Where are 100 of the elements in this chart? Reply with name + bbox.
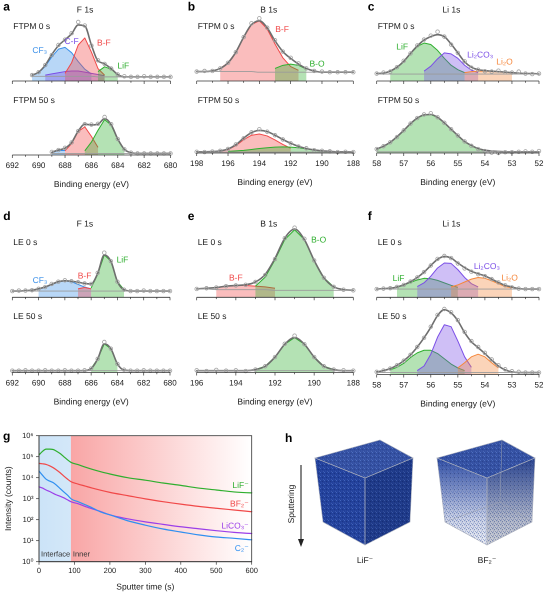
point: [56, 279, 60, 284]
x-tick-label: 684: [110, 378, 125, 388]
point: [428, 33, 433, 38]
x-tick-label: 54: [480, 159, 490, 168]
y-axis-title: Intensity (counts): [3, 466, 13, 532]
point: [341, 287, 346, 292]
text: h: [285, 431, 292, 445]
point: [304, 66, 309, 71]
x-tick-label: 688: [58, 161, 72, 170]
point: [502, 367, 508, 372]
series-label: CF₃: [32, 275, 48, 286]
point: [516, 370, 521, 374]
point: [312, 258, 316, 263]
point: [122, 288, 126, 292]
point: [442, 120, 447, 126]
point: [82, 23, 88, 28]
point: [102, 340, 106, 344]
x-tick-label: 194: [229, 378, 244, 388]
point: [272, 133, 278, 138]
point: [154, 288, 160, 294]
point: [115, 279, 120, 284]
series-label: Li₂O: [496, 56, 514, 67]
x-axis-title: Sputter time (s): [116, 582, 175, 592]
point: [122, 368, 126, 372]
x-tick-label: 188: [346, 378, 361, 388]
x-tick-label: 690: [32, 378, 46, 388]
point: [523, 71, 528, 76]
point: [76, 280, 80, 284]
point: [272, 38, 278, 42]
point: [422, 336, 426, 340]
x-tick-label: 57: [399, 159, 409, 168]
point: [489, 150, 494, 155]
point: [249, 21, 254, 26]
x-tick-label: 692: [6, 378, 20, 388]
x-tick-label: 688: [58, 378, 72, 388]
point: [142, 368, 146, 373]
point: [102, 250, 106, 255]
point: [428, 111, 433, 116]
point: [210, 68, 215, 74]
point: [42, 284, 48, 290]
x-axis-title: Binding energy (eV): [237, 177, 313, 187]
point: [422, 270, 426, 274]
x-tick-label: 190: [315, 159, 330, 168]
chart-subtitle: FTPM 50 s: [198, 95, 240, 105]
point: [122, 147, 127, 152]
point: [402, 282, 406, 288]
chart-subtitle: LE 0 s: [378, 237, 402, 247]
x-tick-label: 194: [252, 159, 267, 168]
point: [241, 136, 246, 141]
point: [496, 363, 501, 368]
series-label: LiF: [117, 60, 130, 71]
point: [148, 74, 153, 80]
point: [257, 127, 262, 132]
point: [88, 282, 94, 286]
point: [296, 61, 301, 66]
x-tick-label: 680: [164, 161, 178, 170]
point: [394, 134, 400, 140]
point: [36, 368, 41, 373]
series-label: Li₂O: [501, 272, 518, 282]
series-label: BF₂⁻: [230, 498, 249, 509]
point: [320, 148, 324, 154]
series-label: Li₂CO₃: [467, 50, 494, 60]
point: [435, 256, 440, 262]
series-label: LiF: [392, 273, 404, 284]
point: [194, 69, 199, 74]
x-tick-label: 58: [372, 380, 382, 390]
point: [102, 114, 107, 120]
point: [302, 236, 307, 242]
point: [510, 285, 514, 290]
point: [523, 370, 528, 375]
point: [50, 52, 54, 58]
point: [89, 122, 94, 127]
point: [116, 72, 120, 77]
point: [462, 266, 467, 271]
point: [168, 74, 173, 80]
point: [320, 69, 324, 74]
point: [351, 368, 356, 373]
point: [82, 122, 88, 126]
x-axis-title: Binding energy (eV): [420, 177, 496, 187]
point: [161, 368, 166, 373]
text: c: [368, 0, 375, 14]
series-label: C₂⁻: [234, 542, 249, 553]
x-tick-label: 52: [534, 159, 544, 168]
point: [469, 338, 474, 344]
point: [496, 68, 501, 73]
point: [456, 133, 460, 138]
point: [96, 122, 100, 126]
point: [388, 140, 392, 144]
point: [30, 288, 34, 292]
point: [408, 279, 413, 284]
point: [302, 342, 307, 346]
point: [243, 282, 248, 287]
x-tick-label: 55: [453, 159, 463, 168]
x-tick-label: 52: [534, 380, 544, 390]
point: [343, 70, 348, 74]
chart-subtitle: LE 50 s: [13, 311, 42, 321]
text: f: [368, 209, 373, 223]
point: [435, 115, 440, 120]
point: [96, 270, 100, 275]
series-label: B-O: [310, 58, 326, 68]
